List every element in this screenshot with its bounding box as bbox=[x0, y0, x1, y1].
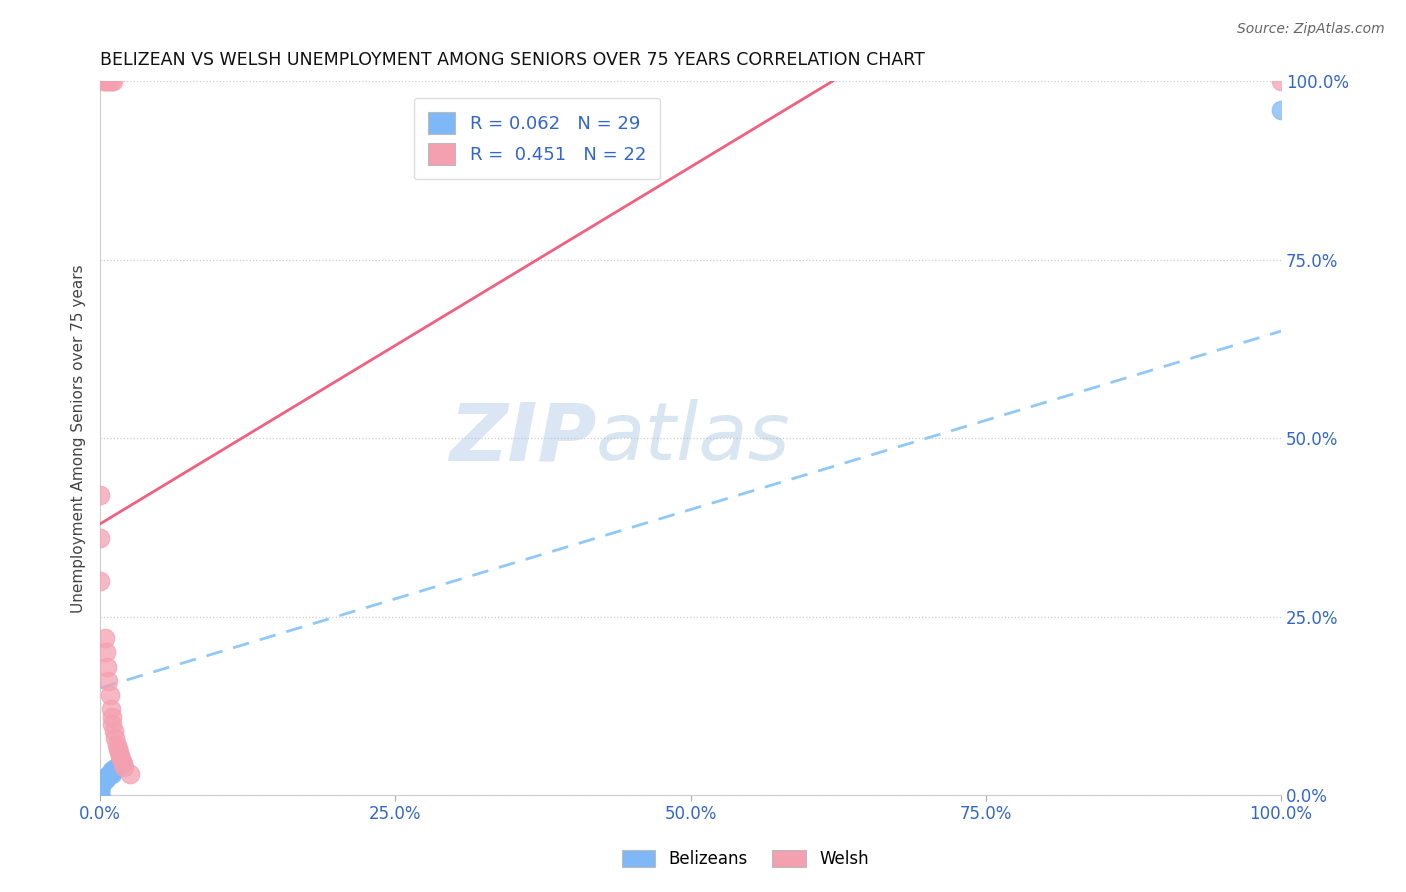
Point bbox=[89, 788, 111, 802]
Point bbox=[93, 74, 115, 88]
Point bbox=[101, 766, 124, 780]
Point bbox=[107, 741, 129, 756]
Point bbox=[105, 759, 128, 773]
Point bbox=[100, 765, 122, 780]
Text: ZIP: ZIP bbox=[449, 400, 596, 477]
Point bbox=[94, 772, 117, 787]
Point bbox=[97, 768, 120, 782]
Point bbox=[89, 780, 111, 795]
Point bbox=[98, 766, 121, 780]
Point bbox=[89, 775, 111, 789]
Point bbox=[108, 748, 131, 763]
Point bbox=[111, 756, 134, 770]
Point bbox=[89, 777, 111, 791]
Point bbox=[98, 688, 121, 702]
Point bbox=[93, 773, 115, 788]
Point bbox=[94, 74, 117, 88]
Point bbox=[96, 659, 118, 673]
Point bbox=[100, 74, 122, 88]
Point bbox=[97, 74, 120, 88]
Point bbox=[89, 780, 111, 794]
Point bbox=[103, 763, 125, 777]
Point bbox=[91, 773, 114, 788]
Point bbox=[110, 752, 132, 766]
Text: atlas: atlas bbox=[596, 400, 790, 477]
Y-axis label: Unemployment Among Seniors over 75 years: Unemployment Among Seniors over 75 years bbox=[72, 264, 86, 613]
Point bbox=[94, 645, 117, 659]
Point bbox=[118, 766, 141, 780]
Point bbox=[96, 770, 118, 784]
Point bbox=[89, 788, 111, 802]
Point bbox=[104, 761, 127, 775]
Point bbox=[110, 756, 132, 770]
Text: Source: ZipAtlas.com: Source: ZipAtlas.com bbox=[1237, 22, 1385, 37]
Point bbox=[94, 631, 117, 645]
Point bbox=[1270, 103, 1292, 117]
Point bbox=[97, 673, 120, 688]
Point bbox=[94, 772, 117, 787]
Point bbox=[1270, 74, 1292, 88]
Point bbox=[105, 738, 128, 752]
Point bbox=[89, 488, 111, 502]
Point bbox=[94, 770, 117, 784]
Point bbox=[101, 709, 124, 723]
Point bbox=[89, 783, 111, 797]
Point bbox=[101, 763, 124, 777]
Point bbox=[89, 574, 111, 588]
Point bbox=[89, 781, 111, 796]
Point bbox=[112, 759, 135, 773]
Point bbox=[103, 723, 125, 738]
Legend: R = 0.062   N = 29, R =  0.451   N = 22: R = 0.062 N = 29, R = 0.451 N = 22 bbox=[413, 97, 661, 179]
Point bbox=[108, 745, 131, 759]
Legend: Belizeans, Welsh: Belizeans, Welsh bbox=[614, 843, 876, 875]
Point bbox=[89, 784, 111, 798]
Point bbox=[89, 788, 111, 802]
Point bbox=[89, 531, 111, 545]
Point bbox=[101, 74, 124, 88]
Point bbox=[104, 731, 127, 745]
Point bbox=[101, 716, 124, 731]
Text: BELIZEAN VS WELSH UNEMPLOYMENT AMONG SENIORS OVER 75 YEARS CORRELATION CHART: BELIZEAN VS WELSH UNEMPLOYMENT AMONG SEN… bbox=[100, 51, 925, 69]
Point bbox=[101, 765, 124, 780]
Point bbox=[100, 702, 122, 716]
Point bbox=[107, 759, 129, 773]
Point bbox=[108, 758, 131, 772]
